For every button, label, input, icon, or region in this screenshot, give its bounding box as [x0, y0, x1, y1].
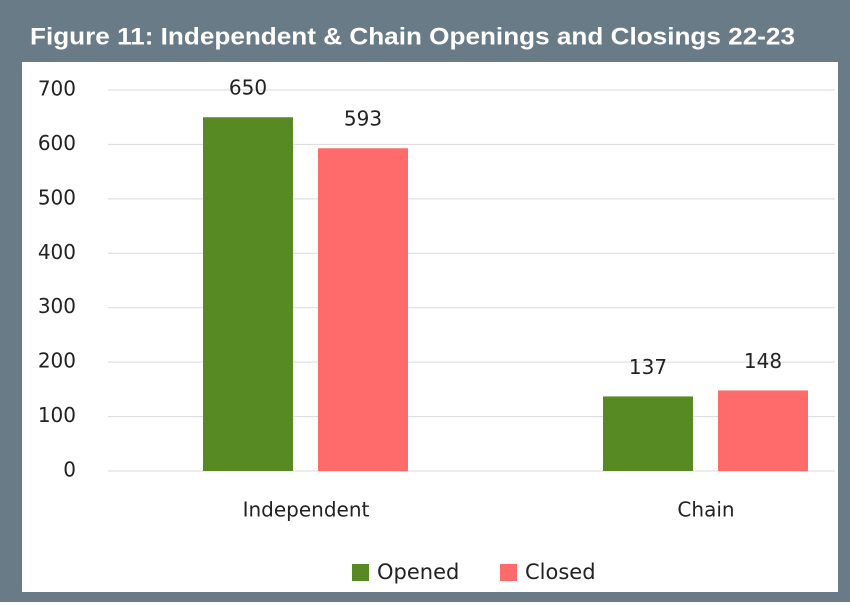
legend-swatch	[352, 564, 369, 581]
x-tick-label: Independent	[243, 498, 370, 522]
bar	[718, 390, 808, 471]
chart-title: Figure 11: Independent & Chain Openings …	[30, 23, 795, 50]
bar	[203, 117, 293, 471]
y-tick-label: 300	[38, 294, 76, 318]
y-tick-label: 200	[38, 349, 76, 373]
y-tick-label: 600	[38, 131, 76, 155]
bar	[603, 396, 693, 471]
data-label: 593	[344, 107, 382, 131]
data-label: 148	[744, 349, 782, 373]
data-label: 137	[629, 355, 667, 379]
legend-swatch	[500, 564, 517, 581]
bar	[318, 148, 408, 471]
legend-label: Opened	[377, 560, 459, 584]
y-tick-label: 500	[38, 185, 76, 209]
plot-panel	[22, 62, 838, 592]
y-tick-label: 100	[38, 403, 76, 427]
data-label: 650	[229, 76, 267, 100]
y-tick-label: 0	[63, 458, 76, 482]
y-tick-label: 700	[38, 77, 76, 101]
y-tick-label: 400	[38, 240, 76, 264]
legend-label: Closed	[525, 560, 596, 584]
x-tick-label: Chain	[677, 498, 734, 522]
